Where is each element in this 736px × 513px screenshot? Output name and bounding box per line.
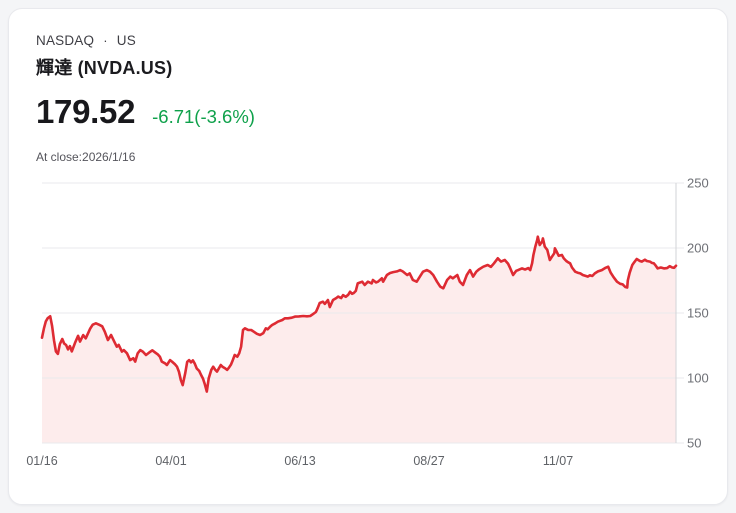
price-row: 179.52 -6.71(-3.6%) bbox=[36, 93, 255, 131]
price-line bbox=[40, 235, 678, 393]
close-info: At close:2026/1/16 bbox=[36, 150, 136, 164]
x-axis-tick-label: 06/13 bbox=[284, 454, 315, 468]
y-axis-tick-label: 150 bbox=[687, 306, 709, 321]
y-axis-tick-label: 100 bbox=[687, 371, 709, 386]
y-axis-tick-label: 50 bbox=[687, 436, 701, 451]
exchange-label: NASDAQ bbox=[36, 33, 95, 48]
x-axis-tick-label: 08/27 bbox=[413, 454, 444, 468]
last-price: 179.52 bbox=[36, 93, 136, 130]
price-area-fill bbox=[42, 236, 676, 443]
x-axis-tick-label: 01/16 bbox=[26, 454, 57, 468]
price-change: -6.71(-3.6%) bbox=[152, 106, 255, 127]
x-axis-tick-label: 11/07 bbox=[543, 454, 573, 468]
region-label: US bbox=[116, 33, 136, 48]
stock-name: 輝達 (NVDA.US) bbox=[36, 58, 173, 78]
x-axis-tick-label: 04/01 bbox=[155, 454, 186, 468]
separator-dot: · bbox=[103, 33, 108, 48]
y-axis-tick-label: 250 bbox=[687, 176, 709, 191]
y-axis-tick-label: 200 bbox=[687, 241, 709, 256]
exchange-line: NASDAQ · US bbox=[36, 33, 136, 48]
